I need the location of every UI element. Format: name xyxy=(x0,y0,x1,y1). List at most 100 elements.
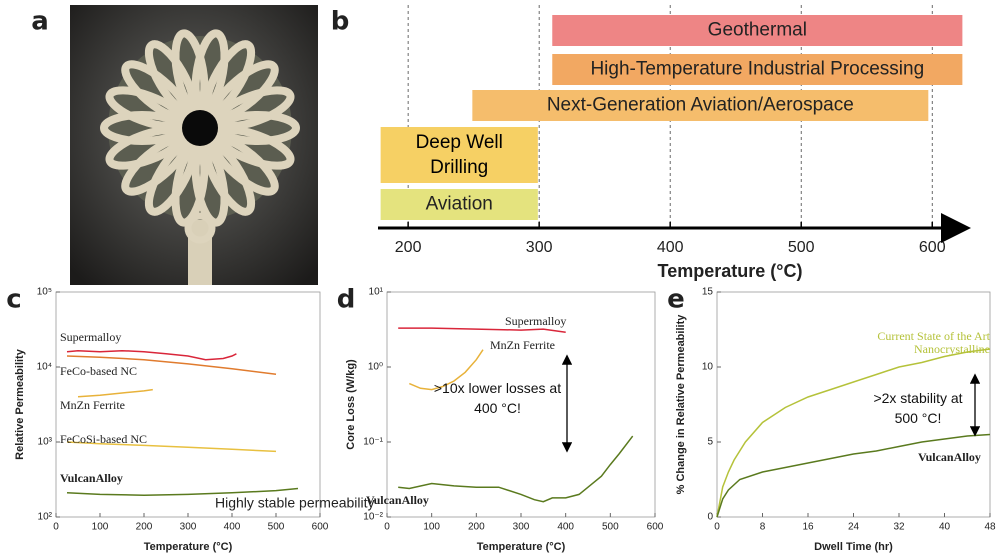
x-tick-label: 500 xyxy=(602,522,619,533)
x-tick-label: 600 xyxy=(312,522,329,533)
photo-coil xyxy=(202,140,256,216)
photo-coil xyxy=(121,60,190,122)
x-tick-label: 8 xyxy=(760,522,766,533)
x-tick-label: 400 xyxy=(657,239,684,256)
y-tick-label: 0 xyxy=(707,512,713,523)
panel-label: a xyxy=(31,7,49,37)
series-line xyxy=(716,348,991,518)
series-line xyxy=(66,441,277,453)
series-label: MnZn Ferrite xyxy=(490,338,555,352)
photo xyxy=(70,5,318,285)
x-axis-label: Temperature (°C) xyxy=(658,261,803,281)
range-bar xyxy=(472,90,929,121)
x-tick-label: 200 xyxy=(136,522,153,533)
x-axis-label: Temperature (°C) xyxy=(144,541,233,553)
y-tick-label: 10¹ xyxy=(369,287,384,298)
photo-coil xyxy=(210,60,279,122)
series-label: MnZn Ferrite xyxy=(60,398,125,412)
series-label: VulcanAlloy xyxy=(918,450,981,464)
x-tick-label: 32 xyxy=(893,522,905,533)
photo-hole xyxy=(182,110,218,146)
bar-label: Next-Generation Aviation/Aerospace xyxy=(547,95,854,116)
x-tick-label: 200 xyxy=(468,522,485,533)
range-bar xyxy=(552,15,963,46)
photo-coil xyxy=(144,140,198,216)
series-line xyxy=(398,435,634,503)
photo-coil xyxy=(144,40,198,116)
series-label: FeCo-based NC xyxy=(60,364,137,378)
x-tick-label: 200 xyxy=(395,239,422,256)
photo-coil xyxy=(100,111,184,145)
x-tick-label: 400 xyxy=(224,522,241,533)
x-tick-label: 500 xyxy=(268,522,285,533)
x-tick-label: 300 xyxy=(180,522,197,533)
annotation: Highly stable permeability xyxy=(215,495,375,511)
panel-label: b xyxy=(331,7,350,37)
x-tick-label: 500 xyxy=(788,239,815,256)
x-tick-label: 100 xyxy=(423,522,440,533)
x-axis-label: Dwell Time (hr) xyxy=(814,541,893,553)
series-line xyxy=(716,433,991,518)
x-tick-label: 300 xyxy=(513,522,530,533)
photo-coil xyxy=(121,134,190,196)
y-axis-label: Core Loss (W/kg) xyxy=(345,359,357,450)
x-tick-label: 40 xyxy=(939,522,951,533)
y-tick-label: 10 xyxy=(702,362,714,373)
annotation: >10x lower losses at 400 °C! xyxy=(433,380,562,416)
x-tick-label: 48 xyxy=(984,522,996,533)
x-tick-label: 100 xyxy=(92,522,109,533)
panel-label: e xyxy=(667,285,685,315)
photo-coil xyxy=(105,86,186,130)
series-line xyxy=(66,487,299,496)
y-tick-label: 10³ xyxy=(38,437,53,448)
x-tick-label: 0 xyxy=(384,522,390,533)
bar-label: High-Temperature Industrial Processing xyxy=(590,59,924,80)
panel-label: c xyxy=(6,285,21,315)
panel-label: d xyxy=(337,285,356,315)
series-line xyxy=(77,388,153,398)
photo-coil xyxy=(216,111,300,145)
y-tick-label: 5 xyxy=(707,437,713,448)
photo-coil xyxy=(191,29,229,113)
bar-label-box: Deep Well Drilling xyxy=(415,132,503,178)
photo-coil xyxy=(202,40,256,116)
y-tick-label: 10⁻¹ xyxy=(363,437,383,448)
bar-label: Aviation xyxy=(426,194,493,215)
y-tick-label: 10⁰ xyxy=(368,362,383,373)
series-line xyxy=(398,327,566,334)
x-axis-label: Temperature (°C) xyxy=(477,541,566,553)
y-tick-label: 10² xyxy=(38,512,53,523)
photo-coil xyxy=(171,143,209,227)
x-tick-label: 16 xyxy=(802,522,814,533)
x-tick-label: 0 xyxy=(714,522,720,533)
series-line xyxy=(66,349,237,361)
photo-coil xyxy=(171,29,209,113)
x-tick-label: 600 xyxy=(647,522,664,533)
range-bar xyxy=(552,54,963,85)
series-label: VulcanAlloy xyxy=(60,471,123,485)
photo-coil xyxy=(105,126,186,170)
series-label: Supermalloy xyxy=(505,314,566,328)
photo-loop xyxy=(184,212,216,244)
series-line xyxy=(409,349,484,391)
x-tick-label: 0 xyxy=(53,522,59,533)
series-label: FeCoSi-based NC xyxy=(60,432,147,446)
y-axis-label: % Change in Relative Permeability xyxy=(675,314,687,495)
series-label: VulcanAlloy xyxy=(366,493,429,507)
photo-coil xyxy=(191,143,229,227)
series-label: Supermalloy xyxy=(60,330,121,344)
photo-coil xyxy=(214,86,295,130)
y-tick-label: 15 xyxy=(702,287,714,298)
series-label: Current State of the Art Nanocrystalline xyxy=(877,329,990,356)
y-tick-label: 10⁴ xyxy=(37,362,52,373)
range-bar xyxy=(380,189,538,220)
x-tick-label: 400 xyxy=(557,522,574,533)
y-tick-label: 10⁻² xyxy=(363,512,383,523)
x-tick-label: 300 xyxy=(526,239,553,256)
bar-label: Geothermal xyxy=(708,20,807,41)
photo-coil xyxy=(210,134,279,196)
x-tick-label: 600 xyxy=(919,239,946,256)
y-axis-label: Relative Permeability xyxy=(14,348,26,460)
bar-label: Deep Well Drilling xyxy=(415,132,503,178)
